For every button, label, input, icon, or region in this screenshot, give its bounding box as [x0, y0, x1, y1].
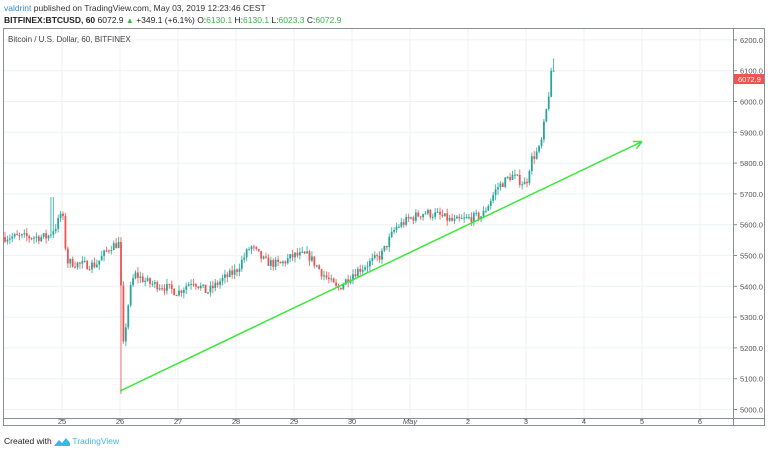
time-tick-label: 26 — [116, 417, 124, 426]
time-tick-label: 29 — [290, 417, 298, 426]
open-value: 6130.1 — [206, 15, 233, 25]
time-tick-label: 2 — [466, 417, 470, 426]
low-label: L: — [271, 15, 279, 25]
price-tick-label: 5600.0 — [740, 221, 763, 230]
author-link[interactable]: valdrint — [4, 3, 32, 13]
plot-title: Bitcoin / U.S. Dollar, 60, BITFINEX — [8, 35, 131, 44]
time-tick-label: May — [403, 417, 418, 426]
svg-text:6072.9: 6072.9 — [738, 75, 761, 84]
price-change: +349.1 (+6.1%) — [136, 15, 195, 25]
time-tick-label: 25 — [58, 417, 66, 426]
price-tick-label: 6200.0 — [740, 36, 763, 45]
time-tick-label: 28 — [232, 417, 240, 426]
chart-frame — [3, 28, 765, 426]
close-label: C: — [306, 15, 316, 25]
time-tick-label: 27 — [174, 417, 182, 426]
grid — [4, 29, 733, 418]
price-axis[interactable]: 6200.0 6100.0 6000.0 5900.0 5800.0 5700.0 5600… — [733, 36, 763, 415]
price-tick-label: 5200.0 — [740, 344, 763, 353]
symbol-info: BITFINEX:BTCUSD, 60 6072.9 ▲ +349.1 (+6.… — [4, 15, 341, 25]
price-tick-label: 5800.0 — [740, 159, 763, 168]
last-price: 6072.9 — [97, 15, 124, 25]
symbol: BITFINEX:BTCUSD, 60 — [4, 15, 96, 25]
tradingview-logo-icon — [54, 438, 71, 447]
current-price-label: 6072.9 — [734, 74, 764, 85]
high-value: 6130.1 — [243, 15, 270, 25]
price-tick-label: 5500.0 — [740, 252, 763, 261]
price-tick-label: 5400.0 — [740, 282, 763, 291]
price-tick-label: 5700.0 — [740, 190, 763, 199]
published-text: published on TradingView.com, May 03, 20… — [33, 3, 266, 13]
price-tick-label: 5000.0 — [740, 406, 763, 415]
time-tick-label: 3 — [524, 417, 528, 426]
footer: Created with TradingView — [4, 436, 120, 447]
close-value: 6072.9 — [315, 15, 342, 25]
time-tick-label: 5 — [640, 417, 644, 426]
time-axis[interactable]: 25 26 27 28 29 30 May 2 3 4 5 6 — [58, 417, 702, 426]
low-value: 6023.3 — [278, 15, 305, 25]
candles — [4, 58, 555, 395]
created-with-text: Created with — [4, 436, 52, 446]
high-label: H: — [234, 15, 244, 25]
price-tick-label: 5900.0 — [740, 128, 763, 137]
time-tick-label: 4 — [582, 417, 586, 426]
time-tick-label: 6 — [698, 417, 702, 426]
price-tick-label: 6000.0 — [740, 98, 763, 107]
trendline-arrow[interactable] — [119, 140, 643, 392]
open-label: O: — [197, 15, 207, 25]
up-triangle-icon: ▲ — [125, 16, 134, 25]
tradingview-brand-link[interactable]: TradingView — [72, 436, 120, 446]
price-tick-label: 5100.0 — [740, 375, 763, 384]
time-tick-label: 30 — [348, 417, 356, 426]
price-tick-label: 6100.0 — [740, 67, 763, 76]
price-tick-label: 5300.0 — [740, 313, 763, 322]
publish-info: valdrint published on TradingView.com, M… — [4, 3, 266, 13]
